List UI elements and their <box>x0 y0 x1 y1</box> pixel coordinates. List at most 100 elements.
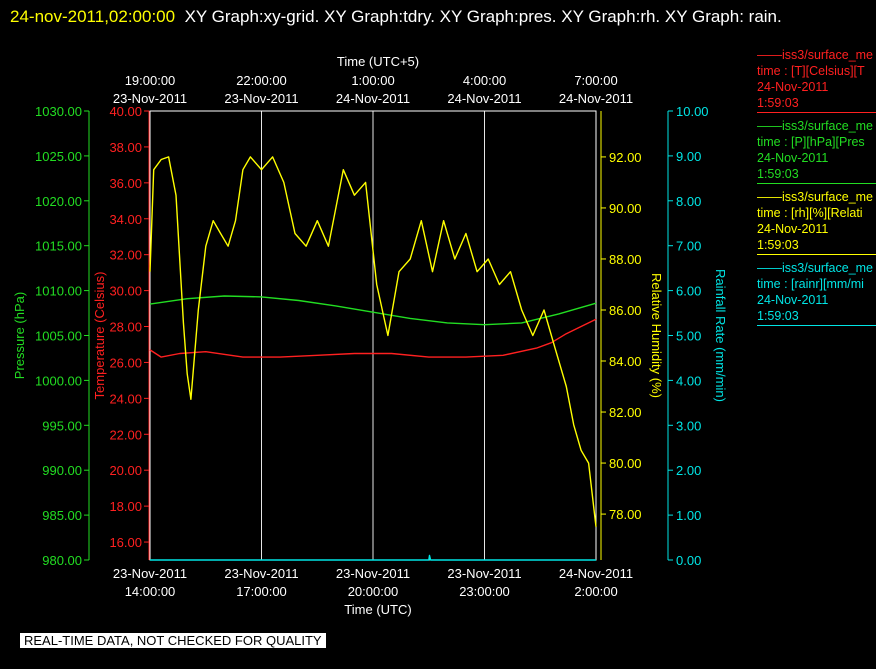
legend-date: 24-Nov-2011 <box>757 80 829 94</box>
bottom-tick-date: 23-Nov-2011 <box>447 566 521 581</box>
rainfall-tick-label: 0.00 <box>676 553 701 568</box>
legend: ——iss3/surface_me time : [T][Celsius][T 24… <box>757 47 876 331</box>
top-tick-time: 1:00:00 <box>351 73 394 88</box>
temperature-tick-label: 36.00 <box>109 176 142 191</box>
header-graph-list: XY Graph:xy-grid. XY Graph:tdry. XY Grap… <box>184 7 782 26</box>
temperature-tick-label: 30.00 <box>109 284 142 299</box>
header-title: 24-nov-2011,02:00:00 XY Graph:xy-grid. X… <box>10 2 870 31</box>
series-line-rainfall-rate <box>150 554 596 561</box>
bottom-tick-time: 17:00:00 <box>236 584 287 599</box>
pressure-tick-label: 1030.00 <box>35 104 82 119</box>
rainfall-tick-label: 10.00 <box>676 104 709 119</box>
rainfall-axis-label: Rainfall Rate (mm/min) <box>713 269 728 402</box>
legend-line: ——iss3/surface_me <box>757 190 874 204</box>
pressure-tick-label: 1000.00 <box>35 373 82 388</box>
pressure-tick-label: 1025.00 <box>35 149 82 164</box>
top-tick-time: 7:00:00 <box>574 73 617 88</box>
legend-time: 1:59:03 <box>757 96 799 110</box>
legend-line: ——iss3/surface_me <box>757 48 874 62</box>
humidity-axis-label: Relative Humidity (%) <box>649 273 664 398</box>
rainfall-tick-label: 3.00 <box>676 418 701 433</box>
temperature-tick-label: 22.00 <box>109 427 142 442</box>
top-tick-date: 23-Nov-2011 <box>224 91 298 106</box>
rainfall-tick-label: 8.00 <box>676 194 701 209</box>
top-tick-date: 24-Nov-2011 <box>336 91 410 106</box>
legend-separator <box>757 254 876 255</box>
rainfall-tick-label: 7.00 <box>676 239 701 254</box>
rainfall-tick-label: 6.00 <box>676 284 701 299</box>
rainfall-tick-label: 1.00 <box>676 508 701 523</box>
bottom-tick-time: 2:00:00 <box>574 584 617 599</box>
pressure-tick-label: 980.00 <box>42 553 82 568</box>
pressure-axis-label: Pressure (hPa) <box>12 292 27 379</box>
temperature-tick-label: 38.00 <box>109 140 142 155</box>
header-date: 24-nov-2011,02:00:00 <box>10 7 176 26</box>
top-axis-label: Time (UTC+5) <box>337 54 419 69</box>
temperature-tick-label: 16.00 <box>109 535 142 550</box>
temperature-tick-label: 40.00 <box>109 104 142 119</box>
legend-field: time : [T][Celsius][T <box>757 64 865 78</box>
bottom-axis-label: Time (UTC) <box>344 602 411 617</box>
bottom-tick-date: 23-Nov-2011 <box>113 566 187 581</box>
pressure-tick-label: 1015.00 <box>35 239 82 254</box>
legend-line: ——iss3/surface_me <box>757 261 874 275</box>
humidity-tick-label: 78.00 <box>609 507 642 522</box>
top-tick-date: 23-Nov-2011 <box>113 91 187 106</box>
temperature-tick-label: 28.00 <box>109 320 142 335</box>
legend-separator <box>757 325 876 326</box>
temperature-axis-label: Temperature (Celsius) <box>92 272 107 400</box>
humidity-tick-label: 88.00 <box>609 252 642 267</box>
bottom-tick-date: 23-Nov-2011 <box>224 566 298 581</box>
top-tick-time: 19:00:00 <box>125 73 176 88</box>
legend-field: time : [rainr][mm/mi <box>757 277 864 291</box>
bottom-tick-time: 23:00:00 <box>459 584 510 599</box>
top-tick-date: 24-Nov-2011 <box>559 91 633 106</box>
rainfall-tick-label: 9.00 <box>676 149 701 164</box>
bottom-tick-date: 23-Nov-2011 <box>336 566 410 581</box>
rainfall-tick-label: 2.00 <box>676 463 701 478</box>
top-tick-time: 4:00:00 <box>463 73 506 88</box>
legend-date: 24-Nov-2011 <box>757 222 829 236</box>
humidity-tick-label: 92.00 <box>609 150 642 165</box>
temperature-tick-label: 34.00 <box>109 212 142 227</box>
pressure-tick-label: 1020.00 <box>35 194 82 209</box>
bottom-tick-time: 14:00:00 <box>125 584 176 599</box>
temperature-tick-label: 20.00 <box>109 463 142 478</box>
top-tick-date: 24-Nov-2011 <box>447 91 521 106</box>
pressure-tick-label: 990.00 <box>42 463 82 478</box>
top-tick-time: 22:00:00 <box>236 73 287 88</box>
pressure-tick-label: 1005.00 <box>35 329 82 344</box>
legend-line: ——iss3/surface_me <box>757 119 874 133</box>
humidity-tick-label: 82.00 <box>609 405 642 420</box>
legend-field: time : [P][hPa][Pres <box>757 135 865 149</box>
quality-warning: REAL-TIME DATA, NOT CHECKED FOR QUALITY <box>20 633 326 648</box>
legend-separator <box>757 183 876 184</box>
legend-time: 1:59:03 <box>757 238 799 252</box>
humidity-tick-label: 84.00 <box>609 354 642 369</box>
legend-time: 1:59:03 <box>757 167 799 181</box>
rainfall-tick-label: 5.00 <box>676 329 701 344</box>
humidity-tick-label: 80.00 <box>609 456 642 471</box>
bottom-tick-date: 24-Nov-2011 <box>559 566 633 581</box>
bottom-tick-time: 20:00:00 <box>348 584 399 599</box>
temperature-tick-label: 32.00 <box>109 248 142 263</box>
series-line-relative-humidity <box>149 156 597 527</box>
temperature-tick-label: 26.00 <box>109 355 142 370</box>
pressure-tick-label: 1010.00 <box>35 284 82 299</box>
legend-date: 24-Nov-2011 <box>757 151 829 165</box>
pressure-tick-label: 995.00 <box>42 418 82 433</box>
humidity-tick-label: 90.00 <box>609 201 642 216</box>
series-line-pressure <box>149 295 597 326</box>
legend-date: 24-Nov-2011 <box>757 293 829 307</box>
temperature-tick-label: 18.00 <box>109 499 142 514</box>
legend-separator <box>757 112 876 113</box>
temperature-tick-label: 24.00 <box>109 391 142 406</box>
legend-time: 1:59:03 <box>757 309 799 323</box>
humidity-tick-label: 86.00 <box>609 303 642 318</box>
legend-field: time : [rh][%][Relati <box>757 206 863 220</box>
